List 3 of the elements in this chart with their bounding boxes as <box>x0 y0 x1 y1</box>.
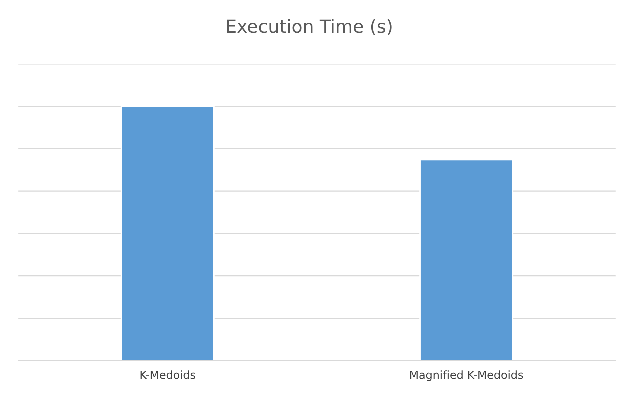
chart-title: Execution Time (s) <box>227 19 392 36</box>
x-tick-label: Magnified K-Medoids <box>410 370 524 382</box>
x-tick-label: K-Medoids <box>140 370 196 380</box>
